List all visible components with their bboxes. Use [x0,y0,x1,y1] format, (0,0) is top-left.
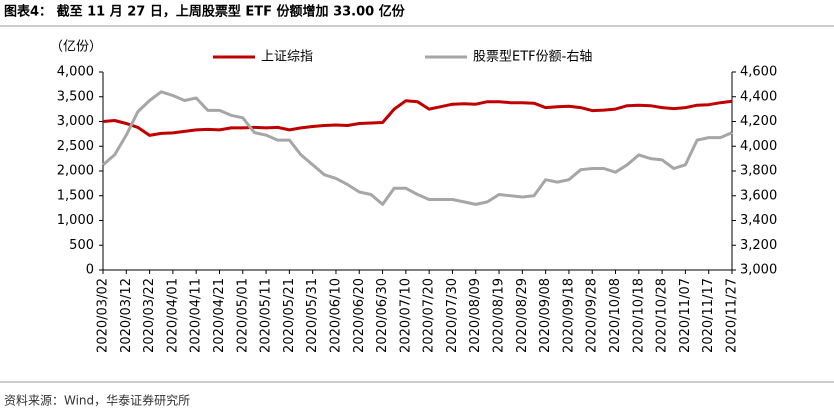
y-tick-label: 500 [69,238,94,253]
y2-tick-label: 3,000 [740,263,777,278]
y-axis-label: （亿份） [50,40,102,55]
y2-tick-label: 3,600 [740,188,777,203]
x-tick-label: 2020/08/09 [468,278,483,353]
legend-label: 股票型ETF份额-右轴 [473,50,592,65]
x-tick-label: 2020/03/02 [96,278,111,353]
x-tick-label: 2020/11/07 [678,278,693,353]
x-tick-label: 2020/04/01 [165,278,180,353]
x-tick-label: 2020/08/19 [492,278,507,353]
x-tick-label: 2020/09/08 [538,278,553,353]
y-tick-label: 3,000 [57,114,94,129]
x-tick-label: 2020/06/20 [352,278,367,353]
x-tick-label: 2020/05/21 [282,278,297,353]
y-tick-label: 2,500 [57,139,94,154]
x-tick-label: 2020/04/11 [189,278,204,353]
chart-title: 图表4： 截至 11 月 27 日，上周股票型 ETF 份额增加 33.00 亿… [4,4,406,20]
legend-label: 上证综指 [261,50,313,65]
y2-tick-label: 3,400 [740,213,777,228]
x-tick-label: 2020/05/01 [235,278,250,353]
x-tick-label: 2020/08/29 [515,278,530,353]
x-tick-label: 2020/10/08 [608,278,623,353]
series-line [102,90,733,206]
x-tick-label: 2020/10/28 [655,278,670,353]
x-tick-label: 2020/09/28 [585,278,600,353]
y-tick-label: 1,000 [57,213,94,228]
x-tick-label: 2020/07/30 [445,278,460,353]
x-tick-label: 2020/03/22 [142,278,157,353]
y-tick-label: 0 [86,263,94,278]
y2-tick-label: 4,600 [740,65,777,80]
y-tick-label: 1,500 [57,188,94,203]
x-tick-label: 2020/06/10 [328,278,343,353]
x-tick-label: 2020/05/31 [305,278,320,353]
x-tick-label: 2020/10/18 [631,278,646,353]
y2-tick-label: 3,200 [740,238,777,253]
y-tick-label: 2,000 [57,164,94,179]
y-tick-label: 3,500 [57,89,94,104]
y2-tick-label: 4,200 [740,114,777,129]
series-line [102,99,733,137]
x-tick-label: 2020/04/21 [212,278,227,353]
x-tick-label: 2020/07/20 [422,278,437,353]
x-tick-label: 2020/05/11 [259,278,274,353]
x-tick-label: 2020/06/30 [375,278,390,353]
x-tick-label: 2020/11/17 [701,278,716,353]
source: 资料来源：Wind，华泰证券研究所 [4,393,190,408]
x-tick-label: 2020/07/10 [398,278,413,353]
y2-tick-label: 4,400 [740,89,777,104]
y2-tick-label: 4,000 [740,139,777,154]
y2-tick-label: 3,800 [740,164,777,179]
y-tick-label: 4,000 [57,65,94,80]
x-tick-label: 2020/09/18 [561,278,576,353]
x-tick-label: 2020/11/27 [725,278,740,353]
x-tick-label: 2020/03/12 [119,278,134,353]
